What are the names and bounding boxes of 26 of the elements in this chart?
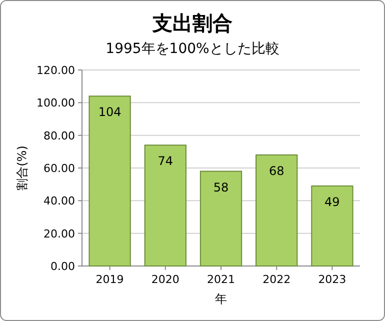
bar — [256, 154, 298, 266]
x-tick-label: 2021 — [207, 273, 235, 286]
data-label: 104 — [98, 105, 122, 120]
y-tick-label: 20.00 — [44, 227, 75, 240]
x-tick-label: 2022 — [262, 273, 291, 286]
x-tick-label: 2019 — [96, 273, 124, 286]
data-label: 68 — [268, 164, 284, 178]
bar — [144, 144, 186, 266]
y-tick-label: 120.00 — [36, 64, 75, 77]
bar — [200, 170, 242, 266]
y-tick-label: 60.00 — [44, 162, 75, 175]
y-tick-label: 80.00 — [44, 129, 75, 142]
chart-title: 支出割合 — [152, 11, 232, 35]
data-label: 49 — [324, 194, 340, 209]
x-tick-label: 2020 — [151, 273, 180, 286]
y-tick-label: 0.00 — [50, 260, 75, 273]
y-axis-title: 割合(%) — [15, 146, 29, 190]
data-label: 74 — [158, 154, 174, 168]
chart-subtitle: 1995年を100%とした比較 — [106, 41, 280, 57]
y-tick-label: 100.00 — [36, 96, 75, 110]
x-tick-label: 2023 — [318, 273, 346, 286]
y-tick-label: 40.00 — [44, 194, 75, 208]
data-label: 58 — [213, 180, 229, 194]
bar — [88, 96, 131, 266]
bar — [311, 185, 354, 266]
x-axis-title: 年 — [215, 292, 227, 306]
